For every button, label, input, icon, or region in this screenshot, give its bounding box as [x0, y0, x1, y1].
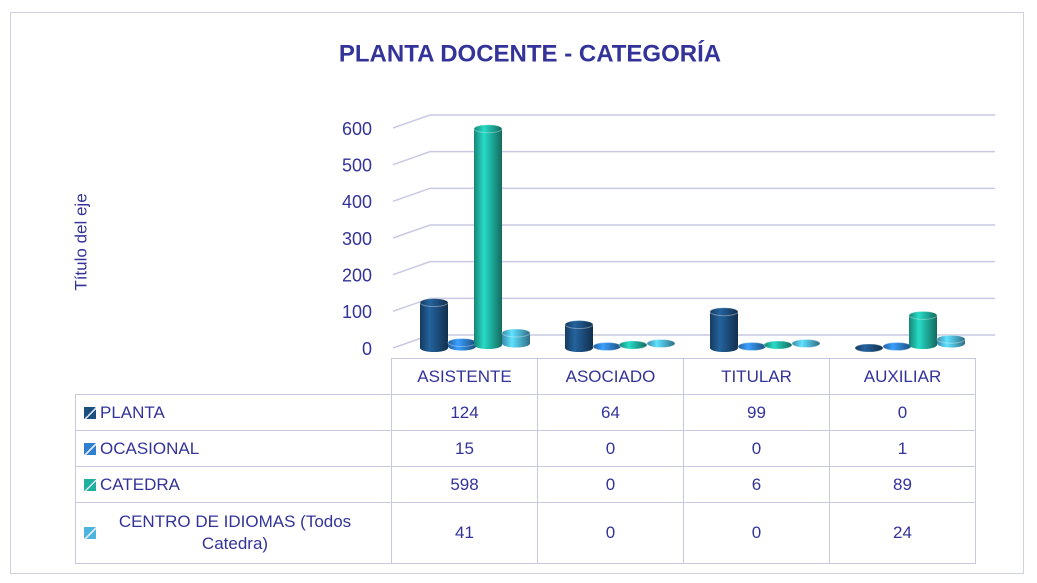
- bar-base: [502, 339, 530, 348]
- bar: [710, 311, 738, 348]
- category-label: ASISTENTE: [391, 358, 538, 395]
- category-label: AUXILIAR: [829, 358, 976, 395]
- legend-swatch: [84, 527, 96, 539]
- bar-top: [854, 343, 884, 353]
- legend-swatch: [84, 442, 96, 455]
- grid-line: [392, 114, 995, 129]
- value-cell: 0: [537, 466, 684, 503]
- bar-top: [419, 298, 449, 308]
- category-label: ASOCIADO: [537, 358, 684, 395]
- y-tick-label: 300: [342, 229, 372, 249]
- legend-label: CENTRO DE IDIOMAS (Todos Catedra): [118, 512, 352, 553]
- value-cell: 89: [829, 466, 976, 503]
- grid-line: [392, 297, 995, 313]
- value-cell: 99: [683, 394, 830, 431]
- value-cell: 0: [683, 502, 830, 564]
- bar-top: [709, 307, 739, 317]
- bar-top: [564, 320, 594, 330]
- legend-swatch: [84, 406, 96, 419]
- bar: [909, 315, 937, 345]
- bar-top: [646, 339, 676, 348]
- y-tick-label: 600: [342, 119, 372, 139]
- bar: [565, 324, 593, 348]
- bar-top: [618, 340, 648, 350]
- y-tick-label: 200: [342, 265, 372, 285]
- series-row: CENTRO DE IDIOMAS (Todos Catedra) 41 0 0 24: [75, 502, 976, 564]
- bar: [502, 332, 530, 344]
- legend-label: CATEDRA: [100, 474, 180, 494]
- y-tick-label: 400: [342, 192, 372, 212]
- value-cell: 0: [537, 430, 684, 467]
- legend-cell: CATEDRA: [75, 466, 392, 503]
- bar-top: [501, 328, 531, 338]
- legend-cell: OCASIONAL: [75, 430, 392, 467]
- bar-base: [565, 344, 593, 352]
- y-tick-label: 500: [342, 155, 372, 175]
- bar-top: [592, 342, 622, 351]
- bar: [420, 302, 448, 348]
- chart-frame: [10, 12, 1024, 574]
- series-row: CATEDRA 598 0 6 89: [75, 466, 976, 503]
- category-label: TITULAR: [683, 358, 830, 395]
- value-cell: 64: [537, 394, 684, 431]
- value-cell: 15: [391, 430, 538, 467]
- bar-top: [473, 124, 503, 134]
- value-cell: 0: [537, 502, 684, 564]
- legend-cell: PLANTA: [75, 394, 392, 431]
- value-cell: 6: [683, 466, 830, 503]
- y-tick-label: 0: [362, 339, 372, 359]
- value-cell: 0: [683, 430, 830, 467]
- y-axis-title: Título del eje: [71, 193, 90, 290]
- bar-base: [909, 341, 937, 349]
- grid-line: [392, 224, 995, 239]
- value-cell: 41: [391, 502, 538, 564]
- chart-title: PLANTA DOCENTE - CATEGORÍA: [339, 39, 721, 67]
- bar-top: [908, 310, 938, 320]
- grid-line: [392, 150, 995, 166]
- bar-top: [791, 339, 821, 348]
- grid-line: [392, 260, 995, 276]
- header-row: ASISTENTE ASOCIADO TITULAR AUXILIAR: [76, 358, 976, 395]
- bar-base: [474, 341, 502, 349]
- y-tick-label: 100: [342, 302, 372, 322]
- legend-label: PLANTA: [100, 402, 165, 422]
- legend-swatch: [84, 478, 96, 491]
- value-cell: 0: [829, 394, 976, 431]
- value-cell: 24: [829, 502, 976, 564]
- bar-top: [447, 338, 477, 347]
- data-table: ASISTENTE ASOCIADO TITULAR AUXILIAR PLANTA 12…: [75, 358, 976, 564]
- value-cell: 598: [391, 466, 538, 503]
- bar-base: [420, 344, 448, 352]
- grid-line: [392, 187, 995, 203]
- value-cell: 124: [391, 394, 538, 431]
- series-row: OCASIONAL 15 0 0 1: [75, 430, 976, 467]
- bar-top: [737, 342, 767, 351]
- series-row: PLANTA 124 64 99 0: [75, 394, 976, 431]
- legend-cell: CENTRO DE IDIOMAS (Todos Catedra): [75, 502, 392, 564]
- bar-base: [710, 344, 738, 352]
- bar-top: [882, 342, 912, 351]
- blank-cell: [76, 359, 392, 395]
- value-cell: 1: [829, 430, 976, 467]
- legend-label: OCASIONAL: [100, 438, 200, 458]
- bar: [474, 128, 502, 345]
- bar-top: [936, 334, 966, 344]
- bar-top: [763, 340, 793, 350]
